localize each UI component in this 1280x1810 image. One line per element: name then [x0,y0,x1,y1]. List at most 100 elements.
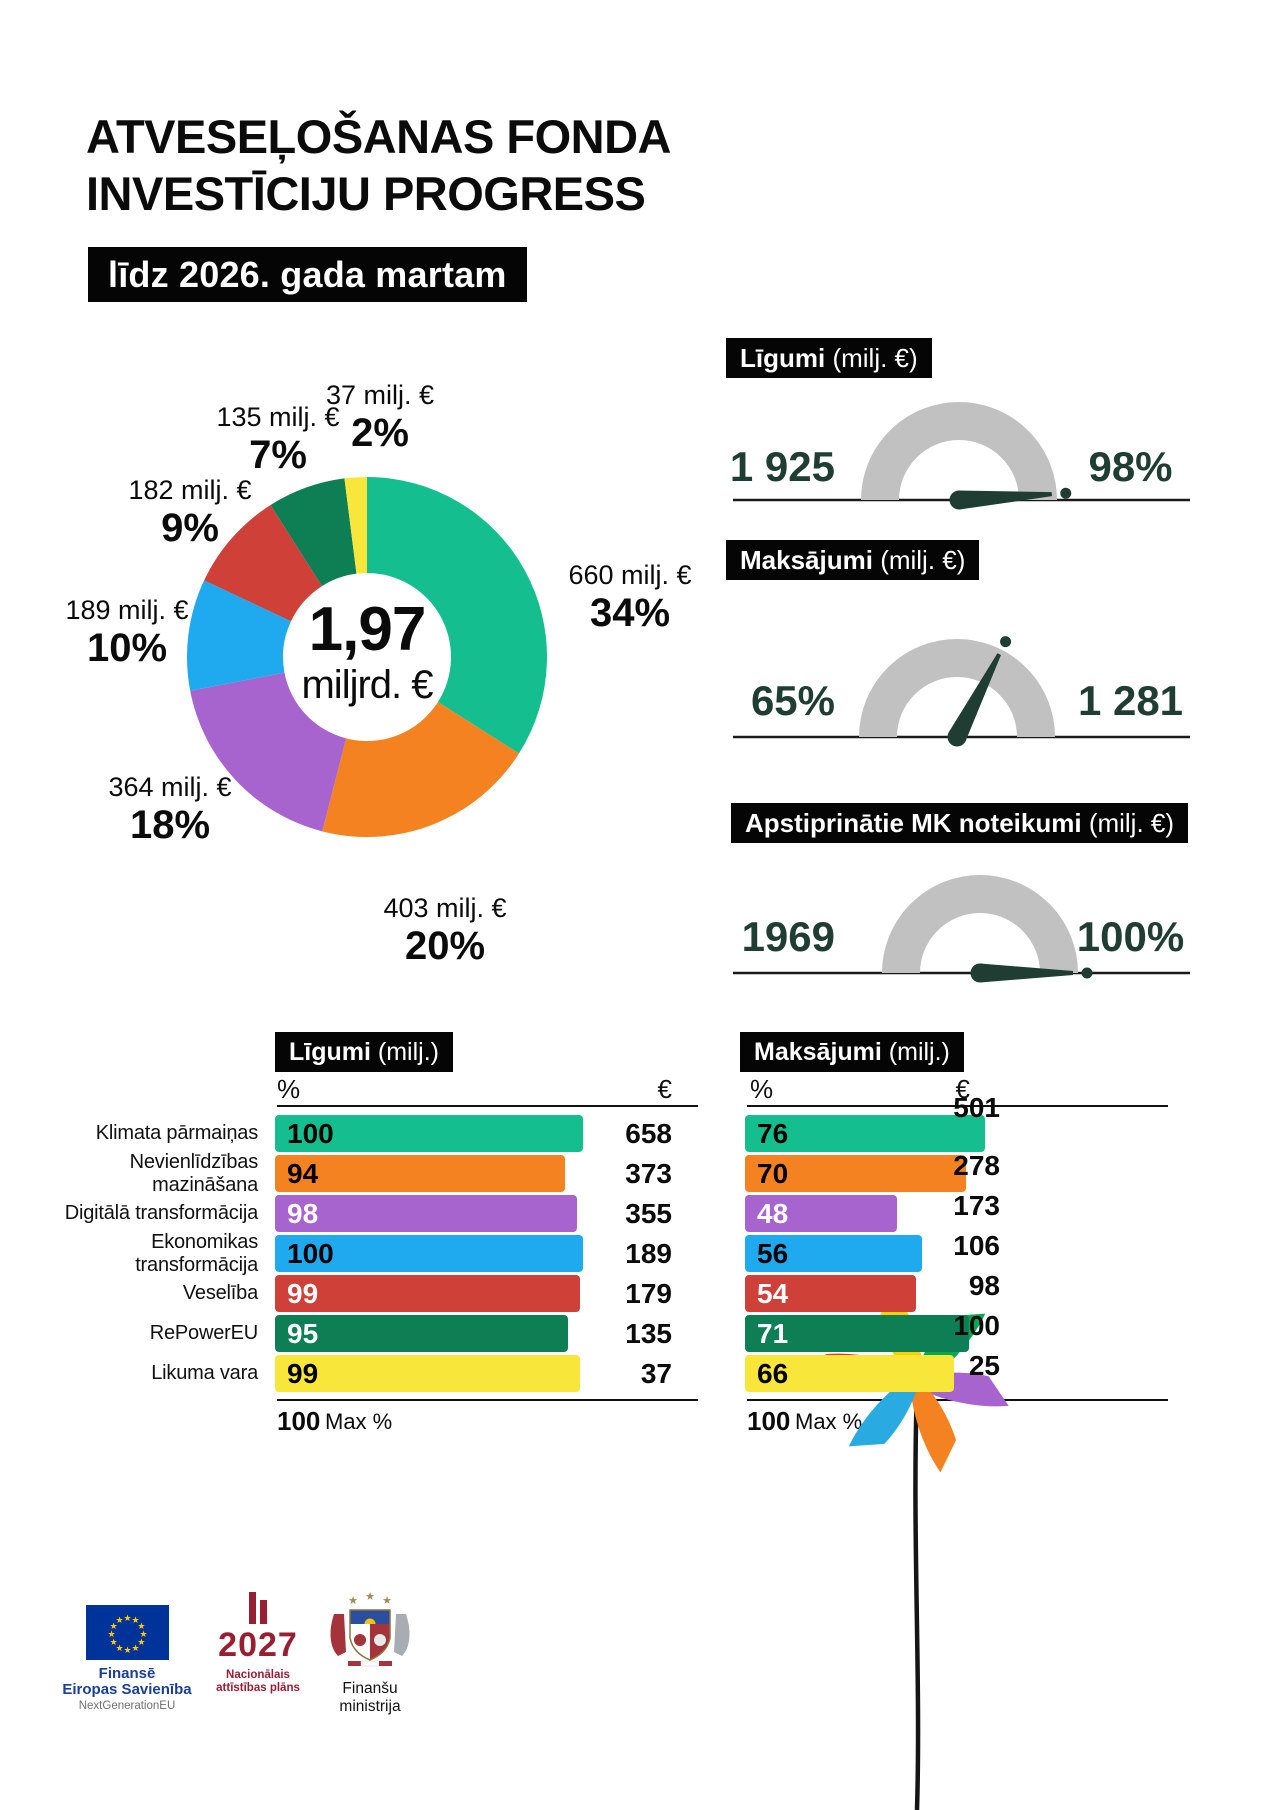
gauge-mk-title-unit: (milj. €) [1088,808,1175,838]
donut-label-660: 660 milj. € 34% [540,560,720,634]
bar-pct-value: 48 [757,1197,789,1229]
row-label-4: Ekonomikas transformācija [135,1231,258,1276]
eu-flag-icon: ★ ★★★★★★★★★★★ [85,1605,169,1660]
bar-pct-value: 70 [757,1157,789,1189]
bar-pct-value: 98 [287,1197,319,1229]
gauge-ligumi-right-value: 98% [1088,443,1173,490]
donut-segment-34% [367,477,547,754]
pinwheel-blade-orange [909,1375,957,1473]
bar-pct-value: 100 [287,1117,334,1149]
bar-table-maksajumi-2: 70 [745,1155,967,1192]
eur-table-ligumi-4: 189 [625,1238,672,1269]
pinwheel-stick [913,1385,921,1810]
gauge-maksajumi-title-unit: (milj. €) [880,545,966,575]
donut-segment-2% [344,477,367,574]
donut-label-37-pct: 2% [351,411,409,455]
eu-nextgeneu-label: NextGenerationEU [78,1700,176,1712]
gauge-maksajumi-dial [733,636,1190,747]
gauge-needle-dot [1060,487,1072,499]
row-label-7: Likuma vara [151,1362,258,1385]
donut-segment-18% [190,672,347,832]
bar-table-maksajumi-6: 71 [745,1315,970,1352]
nap2027-line1: Nacionālais [226,1669,290,1681]
donut-label-135-value: 135 milj. € [216,402,340,432]
bar-pct-value: 99 [287,1357,319,1389]
donut-label-189-pct: 10% [86,626,168,670]
gauge-maksajumi-title: Maksājumi [740,545,873,575]
bar-table-maksajumi-1: 76 [745,1115,986,1152]
eu-funding-line2: Eiropas Savienība [62,1681,192,1698]
svg-text:★: ★ [348,1595,358,1607]
gauge-needle-dot [1000,636,1012,648]
eur-table-maksajumi-5: 98 [968,1270,1000,1301]
table-maksajumi-max-note: Max % [795,1409,863,1434]
gauge-ligumi-left-value: 1 925 [729,443,835,490]
gauge-mk-left-value: 1969 [741,913,835,960]
bar-pct-value: 99 [287,1277,319,1309]
eu-star-icon: ★ [115,1643,123,1653]
eu-star-icon: ★ [123,1645,131,1655]
eur-table-ligumi-3: 355 [625,1198,672,1229]
table-ligumi-title-unit: (milj.) [377,1038,439,1066]
eu-star-icon: ★ [107,1629,115,1639]
eur-table-ligumi-1: 658 [625,1118,672,1149]
gauge-arc [861,402,1057,501]
bar-table-ligumi-3: 98 [275,1195,577,1232]
gauge-ligumi-title: Līgumi [740,343,826,373]
donut-label-182-value: 182 milj. € [128,475,252,505]
row-label-1: Klimata pārmaiņas [95,1122,258,1145]
bar-table-ligumi-6: 95 [275,1315,568,1352]
donut-label-364-value: 364 milj. € [108,772,232,802]
gauge-mk-title-box: Apstiprinātie MK noteikumi (milj. €) [731,803,1189,843]
donut-label-135: 135 milj. € 7% [188,402,368,476]
eur-table-maksajumi-2: 278 [953,1150,1000,1181]
donut-segment-10% [187,580,291,691]
gauge-needle [949,487,1072,510]
table-maksajumi-eur-header: € [955,1074,970,1104]
donut-label-189-value: 189 milj. € [65,595,189,625]
eur-table-maksajumi-4: 106 [953,1230,1000,1261]
gauge-needle [947,636,1012,747]
eu-funding-line1: Finansē [98,1665,156,1682]
table-maksajumi-title-box: Maksājumi (milj.) [740,1032,964,1072]
table-maksajumi-pct-header: % [750,1074,774,1104]
table-maksajumi-title: Maksājumi [754,1038,882,1066]
bar-pct-value: 94 [287,1157,319,1189]
gauge-maksajumi-title-box: Maksājumi (milj. €) [726,540,980,580]
page-title-line2: INVESTĪCIJU PROGRESS [86,167,646,220]
eur-table-maksajumi-1: 501 [953,1092,1000,1123]
eur-table-ligumi-2: 373 [625,1158,672,1189]
gauge-needle [970,963,1093,983]
table-ligumi-footer-rule [277,1399,698,1401]
gauge-mk-dial [733,875,1190,983]
nap2027-logo-block: 2027 Nacionālais attīstības plāns [198,1590,318,1695]
table-ligumi-eur-header: € [657,1074,672,1104]
eu-star-icon: ★ [131,1643,139,1653]
eu-flag-stars: ★ ★★★★★★★★★★★ [107,1613,147,1655]
table-maksajumi-title-unit: (milj.) [888,1038,950,1066]
svg-text:★: ★ [382,1595,392,1607]
bar-table-maksajumi-3: 48 [745,1195,897,1232]
svg-text:★: ★ [365,1591,375,1603]
gauge-ligumi-title-box: Līgumi (milj. €) [726,338,932,378]
bar-table-ligumi-1: 100 [275,1115,583,1152]
donut-segment-20% [322,702,519,837]
eu-star-icon: ★ [137,1637,145,1647]
title-badge-text: līdz 2026. gada martam [88,247,527,302]
bar-pct-value: 76 [757,1117,789,1149]
donut-label-37-value: 37 milj. € [325,380,435,410]
donut-label-660-pct: 34% [589,591,671,635]
donut-label-403-pct: 20% [404,924,486,968]
page-title: ATVESEĻOŠANAS FONDA INVESTĪCIJU PROGRESS [86,108,672,222]
gauge-needle-dot [1081,967,1093,979]
nap2027-bars-icon [249,1592,267,1624]
eu-star-icon: ★ [137,1621,145,1631]
nap2027-line2: attīstības plāns [216,1682,300,1694]
table-ligumi-title-box: Līgumi (milj.) [275,1032,453,1072]
table-maksajumi-header-rule [747,1105,1168,1107]
table-ligumi-max-note: Max % [325,1409,393,1434]
gauge-mk-right-value: 100% [1076,913,1185,960]
donut-label-660-value: 660 milj. € [568,560,692,590]
table-ligumi-max-value: 100 [277,1406,321,1436]
row-label-5: Veselība [182,1282,258,1305]
